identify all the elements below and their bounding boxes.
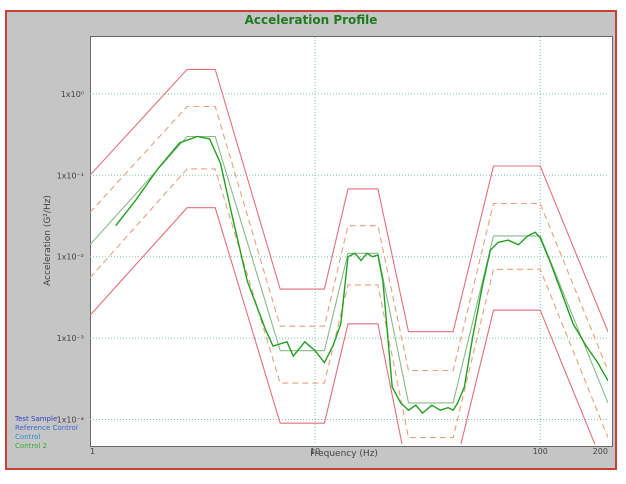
legend-item: Control 2 xyxy=(15,442,47,450)
x-tick-label: 10 xyxy=(310,447,320,456)
x-axis-label: Frequency (Hz) xyxy=(310,449,378,459)
chart-frame: Acceleration Profile Test Sample Referenc… xyxy=(5,10,617,470)
plot-area xyxy=(90,36,613,447)
x-tick-label: 1 xyxy=(90,447,95,456)
series-line-control xyxy=(115,135,608,415)
y-tick-label: 1x10⁻⁴ xyxy=(57,415,84,424)
legend-item: Test Sample xyxy=(15,415,58,423)
series-line-reference xyxy=(90,135,608,404)
legend-item: Reference Control xyxy=(15,424,78,432)
x-tick-label: 200 xyxy=(593,447,608,456)
x-tick-label: 100 xyxy=(533,447,548,456)
y-axis-label: Acceleration (G²/Hz) xyxy=(43,195,53,286)
y-tick-label: 1x10⁰ xyxy=(61,90,84,99)
chart-title: Acceleration Profile xyxy=(244,13,378,27)
y-tick-label: 1x10⁻² xyxy=(57,253,84,262)
legend-item: Control xyxy=(15,433,41,441)
series-line-upper-alarm xyxy=(90,105,608,372)
y-tick-label: 1x10⁻¹ xyxy=(57,171,84,180)
series-line-upper-abort xyxy=(90,68,608,333)
series-line-lower-abort xyxy=(90,207,596,444)
series-line-lower-alarm xyxy=(90,168,608,439)
legend: Test Sample Reference Control Control Contr… xyxy=(15,415,78,451)
y-tick-label: 1x10⁻³ xyxy=(57,334,84,343)
